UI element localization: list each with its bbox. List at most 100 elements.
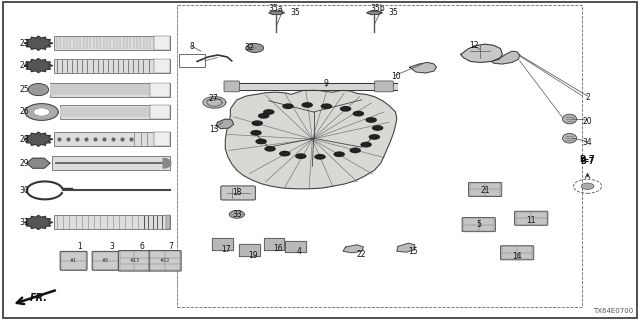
Polygon shape <box>24 132 52 146</box>
Polygon shape <box>150 83 170 97</box>
Text: 35: 35 <box>388 8 398 17</box>
Circle shape <box>246 44 264 52</box>
Text: 5: 5 <box>476 220 481 229</box>
Polygon shape <box>24 36 52 50</box>
Polygon shape <box>239 244 260 256</box>
Polygon shape <box>54 59 170 73</box>
Text: 9: 9 <box>324 79 329 88</box>
Circle shape <box>301 102 313 108</box>
Text: 18: 18 <box>232 188 241 197</box>
Text: 16: 16 <box>273 244 284 253</box>
Circle shape <box>295 153 307 159</box>
Text: 29: 29 <box>19 159 29 168</box>
Circle shape <box>349 148 361 153</box>
Polygon shape <box>269 11 284 14</box>
Text: 15: 15 <box>408 247 418 256</box>
Circle shape <box>279 151 291 156</box>
Circle shape <box>229 211 244 218</box>
Text: B-7: B-7 <box>580 156 595 164</box>
Circle shape <box>340 106 351 112</box>
Text: 22: 22 <box>357 250 366 259</box>
Circle shape <box>353 111 364 116</box>
Circle shape <box>282 103 294 109</box>
Polygon shape <box>264 238 284 250</box>
Text: B-7: B-7 <box>580 157 595 166</box>
Text: 2: 2 <box>585 93 590 102</box>
Polygon shape <box>33 108 50 116</box>
FancyBboxPatch shape <box>462 218 495 232</box>
Text: #22: #22 <box>160 258 170 263</box>
Text: 3: 3 <box>109 242 115 251</box>
Polygon shape <box>410 62 436 73</box>
Circle shape <box>581 183 594 189</box>
Circle shape <box>365 117 377 123</box>
Polygon shape <box>367 11 382 14</box>
Text: 27: 27 <box>208 94 218 103</box>
Polygon shape <box>163 158 171 168</box>
Text: 34: 34 <box>582 138 593 147</box>
Ellipse shape <box>28 84 49 96</box>
Polygon shape <box>492 51 520 64</box>
Text: 24: 24 <box>19 61 29 70</box>
Text: #5: #5 <box>102 258 109 263</box>
Text: 21: 21 <box>481 186 490 195</box>
FancyBboxPatch shape <box>375 81 393 92</box>
Polygon shape <box>203 97 226 108</box>
Polygon shape <box>461 44 502 62</box>
Text: 17: 17 <box>221 245 231 254</box>
FancyBboxPatch shape <box>224 81 239 92</box>
Text: 19: 19 <box>248 252 258 260</box>
Ellipse shape <box>563 133 577 143</box>
Polygon shape <box>154 59 170 73</box>
Circle shape <box>258 113 269 119</box>
Text: 12: 12 <box>469 41 478 50</box>
Polygon shape <box>154 36 170 50</box>
Circle shape <box>252 120 263 126</box>
Circle shape <box>369 134 380 140</box>
Text: 23: 23 <box>19 39 29 48</box>
Polygon shape <box>216 119 234 129</box>
Polygon shape <box>60 105 170 119</box>
Polygon shape <box>54 132 170 146</box>
Circle shape <box>360 142 372 148</box>
Text: #1: #1 <box>70 258 77 263</box>
Text: 35: 35 <box>291 8 300 17</box>
Text: 8: 8 <box>189 42 195 51</box>
Polygon shape <box>225 90 397 189</box>
Text: 35b: 35b <box>371 4 385 13</box>
Polygon shape <box>27 158 50 168</box>
Polygon shape <box>52 156 170 170</box>
Text: 25: 25 <box>19 85 29 94</box>
Polygon shape <box>212 238 233 250</box>
Text: 14: 14 <box>512 252 522 261</box>
Polygon shape <box>54 36 170 50</box>
Text: 35a: 35a <box>268 4 282 13</box>
Text: 6: 6 <box>140 242 145 251</box>
FancyBboxPatch shape <box>221 186 255 200</box>
Polygon shape <box>150 105 170 119</box>
FancyBboxPatch shape <box>60 252 87 270</box>
Circle shape <box>264 146 276 152</box>
Circle shape <box>314 154 326 160</box>
Polygon shape <box>54 215 170 229</box>
Polygon shape <box>60 107 150 117</box>
Circle shape <box>263 109 275 115</box>
Text: 33: 33 <box>232 210 242 219</box>
Text: 26: 26 <box>19 108 29 116</box>
FancyBboxPatch shape <box>515 211 548 225</box>
FancyBboxPatch shape <box>92 252 119 270</box>
Text: 11: 11 <box>527 216 536 225</box>
Circle shape <box>321 103 332 109</box>
Text: TX64E0700: TX64E0700 <box>593 308 634 314</box>
Polygon shape <box>24 59 52 73</box>
FancyBboxPatch shape <box>468 182 502 196</box>
Circle shape <box>255 139 267 144</box>
Text: 1: 1 <box>77 242 83 251</box>
Ellipse shape <box>563 114 577 124</box>
Polygon shape <box>397 243 415 252</box>
Text: 10: 10 <box>390 72 401 81</box>
Polygon shape <box>50 83 170 97</box>
Circle shape <box>372 125 383 131</box>
Text: 20: 20 <box>582 117 593 126</box>
FancyBboxPatch shape <box>500 246 534 260</box>
